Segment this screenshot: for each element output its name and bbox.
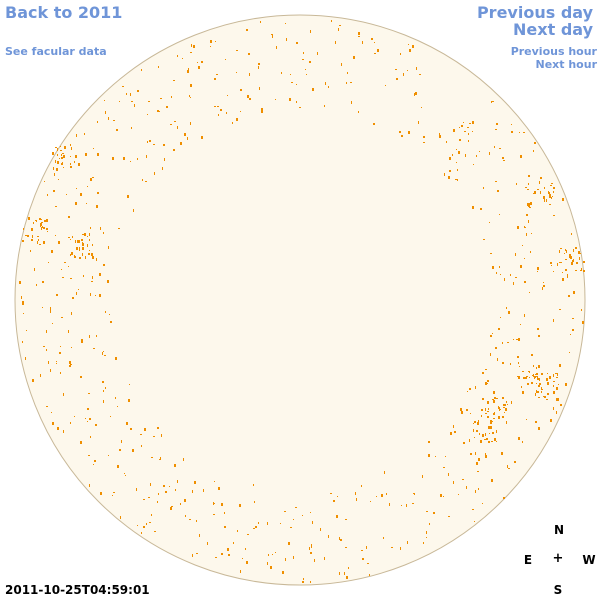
compass-west-label: W [582, 553, 596, 567]
back-to-year-link[interactable]: Back to 2011 [5, 3, 123, 22]
compass-center-icon: + [552, 551, 564, 566]
observation-timestamp: 2011-10-25T04:59:01 [5, 583, 150, 597]
next-day-link[interactable]: Next day [513, 20, 593, 39]
previous-day-link[interactable]: Previous day [476, 3, 593, 22]
previous-hour-link[interactable]: Previous hour [510, 45, 597, 58]
compass-east-label: E [523, 553, 533, 567]
see-facular-data-link[interactable]: See facular data [5, 45, 107, 58]
magnetic-features [19, 20, 585, 583]
solar-disk [14, 14, 586, 586]
compass-north-label: N [553, 523, 565, 537]
compass-south-label: S [553, 583, 563, 597]
next-hour-link[interactable]: Next hour [535, 58, 598, 71]
